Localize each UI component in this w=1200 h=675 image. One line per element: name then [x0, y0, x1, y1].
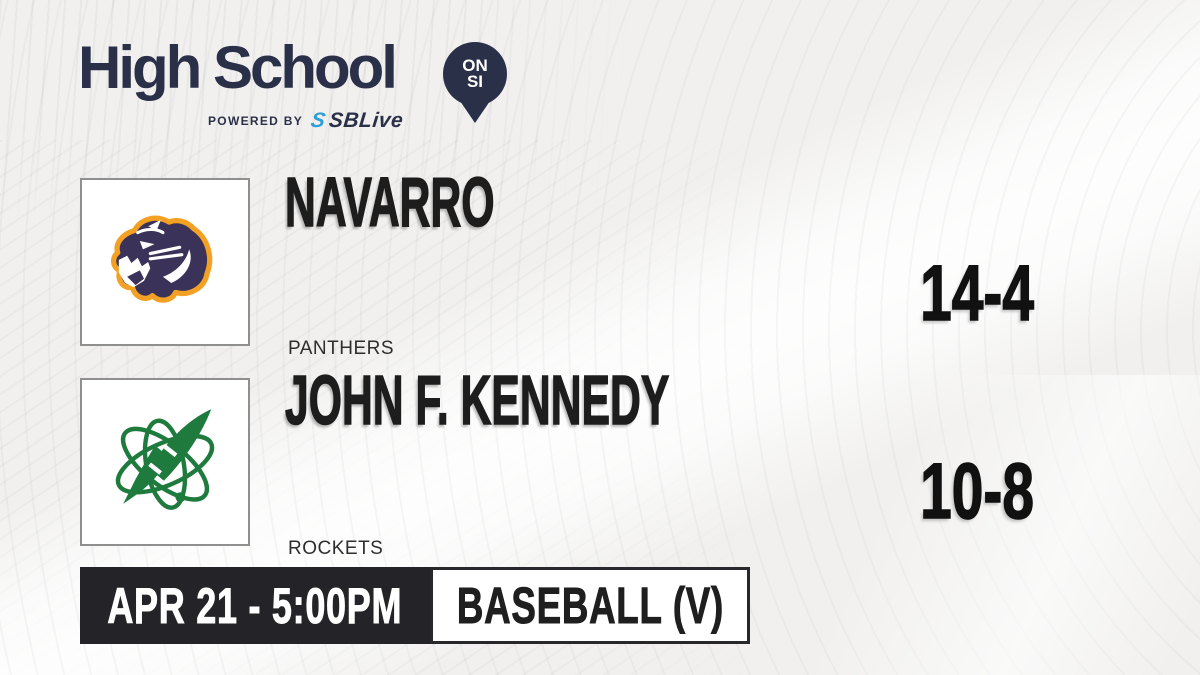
rocket-logo-icon [115, 409, 215, 510]
team2-logo-box [80, 378, 250, 546]
pin-line-on: ON [462, 56, 488, 76]
high-school-wordmark: High School [78, 34, 398, 101]
event-sport-text: BASEBALL (V) [456, 577, 724, 634]
team2-mascot: ROCKETS [288, 538, 384, 559]
sblive-s-icon: S [308, 109, 328, 132]
event-sport-box: BASEBALL (V) [430, 567, 750, 644]
powered-by-label: POWERED BY [208, 113, 304, 128]
powered-by-row: POWERED BY S SBLive [208, 109, 405, 132]
team1-record: 14-4 [852, 248, 1102, 337]
pin-line-si: SI [466, 72, 484, 91]
team1-mascot: PANTHERS [288, 338, 395, 359]
on-si-pin-label: ON SI [462, 56, 488, 91]
team1-name-text: NAVARRO [285, 163, 495, 241]
team2-name: JOHN F. KENNEDY [285, 361, 915, 439]
panther-logo-icon [111, 215, 213, 303]
team1-record-text: 14-4 [920, 248, 1035, 337]
event-datetime-box: APR 21 - 5:00PM [80, 567, 430, 644]
event-datetime-text: APR 21 - 5:00PM [107, 577, 403, 634]
team2-record: 10-8 [852, 446, 1102, 535]
on-si-pin-icon: ON SI [443, 42, 507, 106]
team2-record-text: 10-8 [920, 446, 1035, 535]
team2-name-text: JOHN F. KENNEDY [285, 361, 670, 439]
team1-name: NAVARRO [285, 163, 629, 241]
sblive-wordmark: SBLive [327, 109, 405, 132]
team1-logo-box [80, 178, 250, 346]
